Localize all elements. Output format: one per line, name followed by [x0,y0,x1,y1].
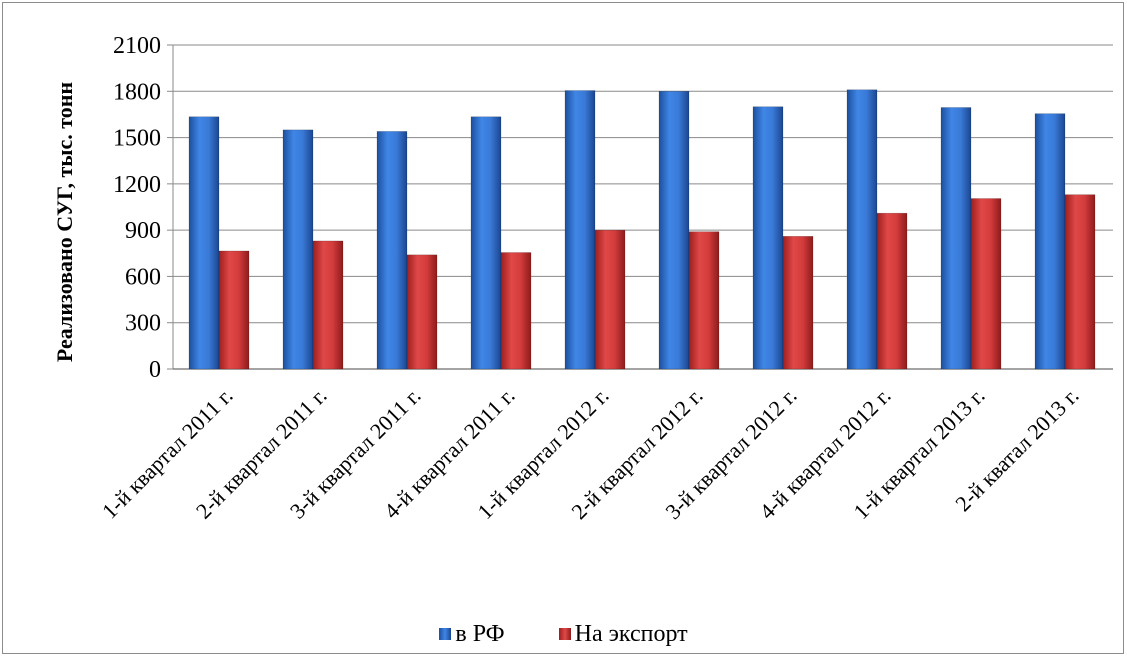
bar-export [312,240,344,370]
bar-rf [470,116,502,370]
y-tick-label: 1800 [113,79,161,105]
bar-export [1064,194,1096,370]
bar-export [782,236,814,370]
legend: в РФ На экспорт [0,620,1127,648]
legend-swatch-export [558,628,571,640]
y-tick-label: 600 [125,264,161,290]
bar-export [688,231,720,370]
y-tick-label: 900 [125,218,161,244]
legend-label-rf: в РФ [455,620,505,647]
bar-chart: 0 300 600 900 1200 1500 1800 2100 1-й квартал 2… [52,33,1113,524]
bar-rf [376,131,408,370]
bar-rf [1034,113,1066,370]
bar-export [970,198,1002,370]
bar-rf [940,107,972,370]
y-axis-label: Реализовано СУГ, тыс. тонн [52,82,77,363]
y-tick-label: 1500 [113,126,161,152]
x-tick-labels: 1-й квартал 2011 г.2-й квартал 2011 г.3-… [97,383,1084,524]
bar-export [500,252,532,370]
legend-label-export: На экспорт [574,620,688,647]
bar-export [218,250,250,370]
bar-export [876,212,908,370]
bar-rf [282,129,314,370]
y-tick-label: 1200 [113,172,161,198]
y-tick-label: 300 [125,311,161,337]
bar-rf [846,89,878,370]
legend-swatch-rf [439,628,452,640]
bars [188,89,1096,370]
legend-item-export: На экспорт [558,620,688,648]
bar-rf [188,116,220,370]
y-tick-label: 0 [149,357,161,383]
y-tick-labels: 0 300 600 900 1200 1500 1800 2100 [113,33,161,383]
bar-rf [752,106,784,370]
y-tick-label: 2100 [113,33,161,59]
bar-rf [658,90,690,370]
bar-export [406,254,438,370]
bar-export [594,229,626,370]
legend-item-rf: в РФ [439,620,505,648]
bar-rf [564,90,596,370]
